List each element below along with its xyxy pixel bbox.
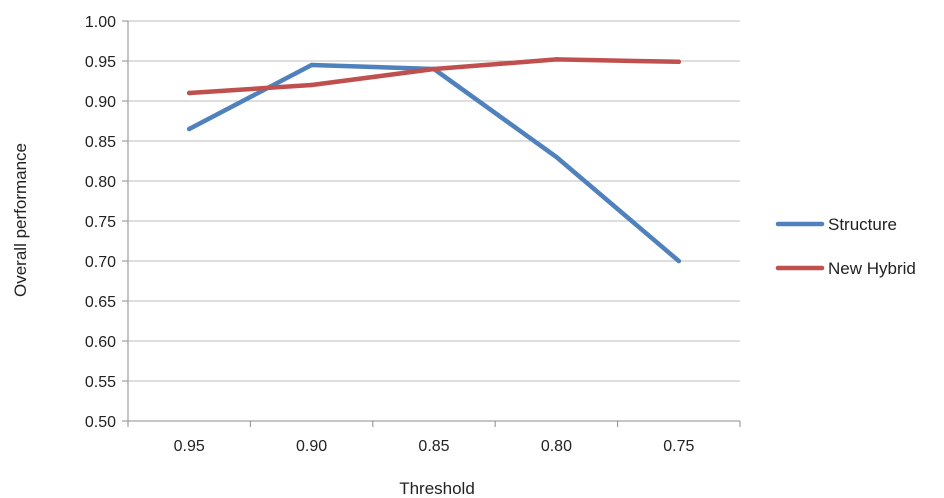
legend-label: Structure [828,215,897,234]
y-tick-label: 0.75 [85,214,116,231]
x-tick-labels: 0.95 0.90 0.85 0.80 0.75 [174,438,695,455]
y-axis-title: Overall performance [11,143,30,297]
y-tick-label: 0.80 [85,174,116,191]
y-tick-label: 0.85 [85,134,116,151]
legend: Structure New Hybrid [775,215,916,278]
y-tick-label: 0.55 [85,374,116,391]
data-point [309,62,314,68]
legend-label: New Hybrid [828,259,916,278]
y-tick-label: 0.60 [85,334,116,351]
y-tick-label: 0.65 [85,294,116,311]
data-point [187,90,192,96]
data-point [676,59,681,64]
x-tick-label: 0.80 [541,438,572,455]
y-tick-label: 0.70 [85,254,116,271]
y-tick-label: 0.50 [85,414,116,431]
y-tick-label: 0.90 [85,94,116,111]
axes [122,20,741,427]
gridlines [128,20,740,422]
y-tick-labels: 0.50 0.55 0.60 0.65 0.70 0.75 0.80 0.85 0.90 0.95… [85,14,116,431]
data-point [431,66,437,72]
y-tick-label: 1.00 [85,14,116,31]
data-point [554,57,559,62]
x-tick-label: 0.85 [418,438,449,455]
x-tick-label: 0.95 [174,438,205,455]
data-point [187,126,192,132]
x-tick-label: 0.75 [663,438,694,455]
data-point [309,82,314,88]
y-tick-label: 0.95 [85,54,116,71]
series-line-structure [186,62,682,264]
series-line-new-hybrid [186,57,682,96]
data-point [676,258,681,264]
series-lines [186,57,682,264]
data-point [554,154,559,160]
x-axis-title: Threshold [399,479,475,498]
x-tick-label: 0.90 [296,438,327,455]
